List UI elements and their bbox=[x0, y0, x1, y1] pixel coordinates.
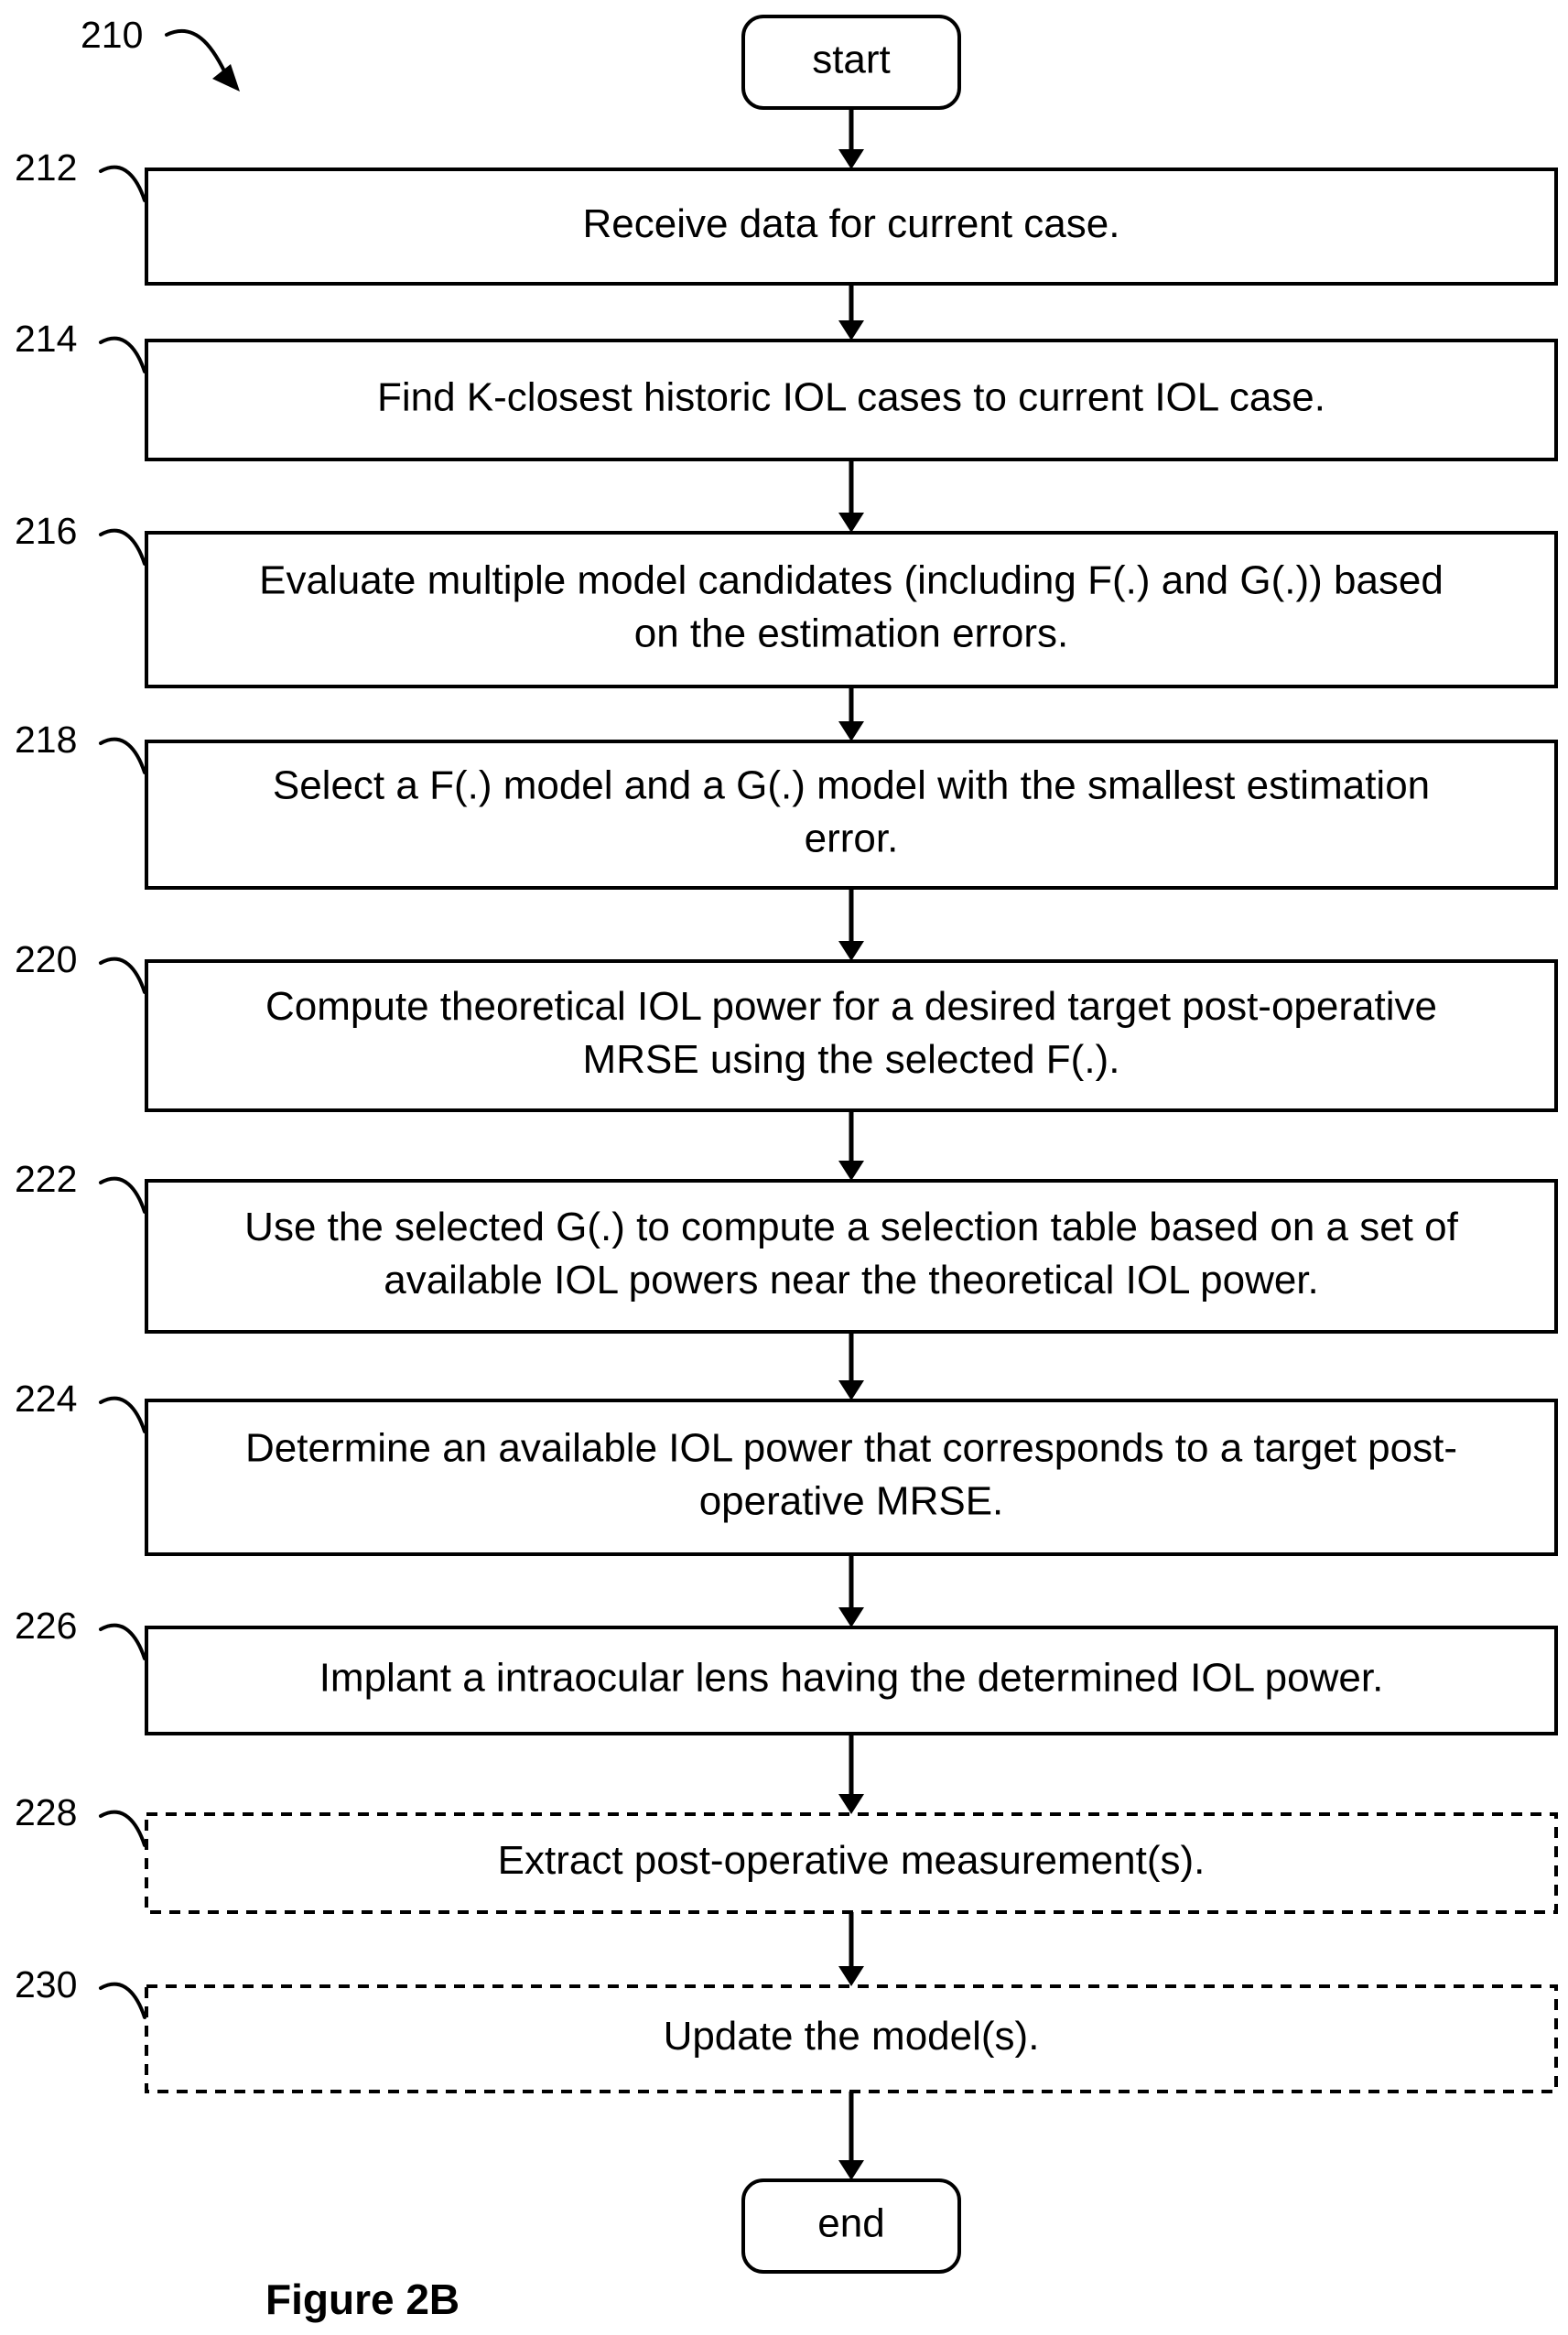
step-ref-leader bbox=[101, 1984, 145, 2017]
step-text-line: Compute theoretical IOL power for a desi… bbox=[265, 984, 1437, 1029]
connector-224-arrowhead bbox=[838, 1607, 864, 1627]
step-216: Evaluate multiple model candidates (incl… bbox=[15, 510, 1556, 686]
figure-caption: Figure 2B bbox=[265, 2276, 460, 2323]
step-212: Receive data for current case. 212 bbox=[15, 146, 1556, 284]
step-218: Select a F(.) model and a G(.) model wit… bbox=[15, 719, 1556, 888]
step-text-line: Find K-closest historic IOL cases to cur… bbox=[377, 375, 1325, 420]
connector-212-arrowhead bbox=[838, 320, 864, 341]
step-text-line: MRSE using the selected F(.). bbox=[583, 1037, 1120, 1082]
step-ref-leader bbox=[101, 1399, 145, 1432]
connector-226-arrowhead bbox=[838, 1794, 864, 1814]
start-label: start bbox=[812, 38, 891, 82]
step-ref-label: 218 bbox=[15, 719, 77, 761]
step-ref-leader bbox=[101, 959, 145, 992]
step-ref-label: 216 bbox=[15, 510, 77, 552]
connector-218-arrowhead bbox=[838, 941, 864, 961]
step-220: Compute theoretical IOL power for a desi… bbox=[15, 938, 1556, 1110]
step-226: Implant a intraocular lens having the de… bbox=[15, 1605, 1556, 1734]
connector-230-arrowhead bbox=[838, 2160, 864, 2180]
connector-start-arrowhead bbox=[838, 149, 864, 169]
step-ref-leader bbox=[101, 168, 145, 200]
step-ref-leader bbox=[101, 531, 145, 564]
step-222: Use the selected G(.) to compute a selec… bbox=[15, 1158, 1556, 1332]
connector-222-arrowhead bbox=[838, 1380, 864, 1400]
end-label: end bbox=[817, 2201, 884, 2246]
connector-220-arrowhead bbox=[838, 1161, 864, 1181]
step-text-line: Determine an available IOL power that co… bbox=[245, 1426, 1457, 1471]
step-text-line: error. bbox=[805, 816, 899, 861]
step-ref-label: 214 bbox=[15, 318, 77, 360]
step-text-line: Evaluate multiple model candidates (incl… bbox=[259, 558, 1444, 603]
step-text-line: Select a F(.) model and a G(.) model wit… bbox=[273, 763, 1430, 808]
step-text-line: operative MRSE. bbox=[699, 1479, 1004, 1524]
step-230: Update the model(s). 230 bbox=[15, 1963, 1556, 2092]
step-text-line: Use the selected G(.) to compute a selec… bbox=[244, 1205, 1458, 1249]
step-ref-label: 222 bbox=[15, 1158, 77, 1200]
connector-216-arrowhead bbox=[838, 721, 864, 741]
step-ref-label: 228 bbox=[15, 1791, 77, 1833]
step-text-line: available IOL powers near the theoretica… bbox=[384, 1258, 1319, 1303]
step-214: Find K-closest historic IOL cases to cur… bbox=[15, 318, 1556, 459]
step-ref-leader bbox=[101, 740, 145, 773]
step-ref-label: 224 bbox=[15, 1378, 77, 1420]
step-ref-label: 212 bbox=[15, 146, 77, 189]
step-box bbox=[146, 1181, 1556, 1332]
connector-228-arrowhead bbox=[838, 1966, 864, 1986]
step-text-line: on the estimation errors. bbox=[634, 611, 1068, 656]
step-228: Extract post-operative measurement(s). 22… bbox=[15, 1791, 1556, 1912]
step-ref-leader bbox=[101, 1812, 145, 1845]
step-text-line: Extract post-operative measurement(s). bbox=[498, 1838, 1206, 1883]
step-ref-label: 220 bbox=[15, 938, 77, 980]
step-224: Determine an available IOL power that co… bbox=[15, 1378, 1556, 1554]
step-ref-label: 226 bbox=[15, 1605, 77, 1647]
step-box bbox=[146, 1400, 1556, 1554]
connector-214-arrowhead bbox=[838, 513, 864, 533]
step-ref-leader bbox=[101, 1179, 145, 1212]
figure-ref-arrowhead bbox=[212, 64, 240, 92]
step-ref-leader bbox=[101, 339, 145, 372]
step-ref-label: 230 bbox=[15, 1963, 77, 2005]
step-text-line: Update the model(s). bbox=[664, 2014, 1040, 2059]
step-text-line: Implant a intraocular lens having the de… bbox=[319, 1656, 1384, 1701]
step-text-line: Receive data for current case. bbox=[583, 201, 1120, 246]
steps-layer: Receive data for current case. 212 Find K-… bbox=[15, 108, 1556, 2180]
step-box bbox=[146, 533, 1556, 686]
figure-ref-label: 210 bbox=[81, 14, 143, 56]
step-ref-leader bbox=[101, 1626, 145, 1659]
